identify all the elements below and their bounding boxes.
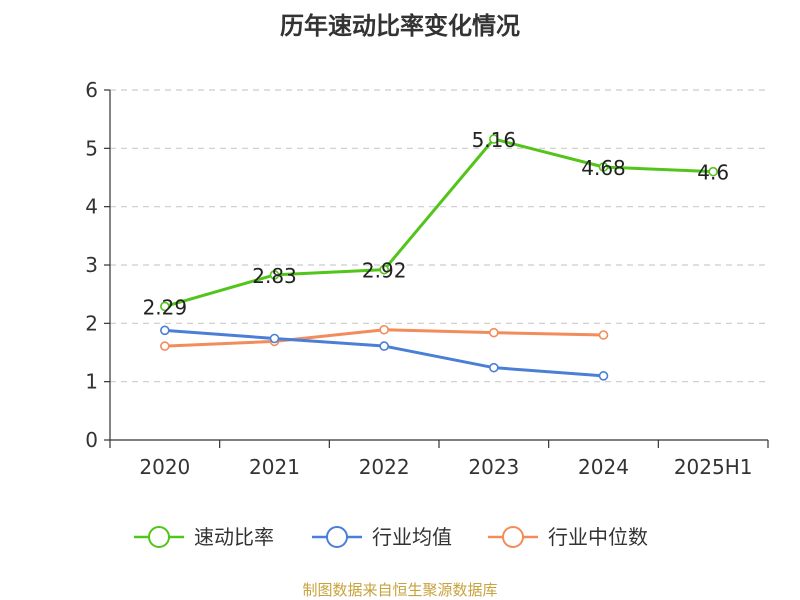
legend-label: 速动比率: [194, 525, 274, 549]
data-label: 4.68: [581, 156, 626, 180]
data-point: [489, 327, 499, 338]
data-point: [708, 166, 718, 177]
y-tick-label: 3: [85, 253, 98, 277]
x-tick-label: 2023: [468, 455, 519, 479]
series-line-1: [163, 328, 605, 378]
legend-item: 行业中位数: [488, 525, 648, 549]
data-label: 2.29: [143, 295, 188, 319]
legend-marker: [148, 526, 170, 548]
data-point: [269, 270, 280, 280]
grid-lines: [110, 89, 768, 383]
legend-label: 行业中位数: [548, 525, 648, 549]
data-point: [379, 264, 389, 275]
data-point: [160, 301, 170, 312]
legend-marker: [502, 526, 524, 548]
series-group: [160, 134, 718, 381]
data-point: [489, 134, 499, 144]
chart-title: 历年速动比率变化情况: [280, 12, 520, 40]
legend-item: 行业均值: [312, 525, 452, 549]
legend-label: 行业均值: [372, 525, 452, 549]
y-tick-label: 0: [85, 428, 98, 452]
y-tick-label: 1: [85, 370, 98, 394]
data-point: [489, 362, 499, 373]
data-point: [379, 324, 389, 335]
y-tick-label: 6: [85, 78, 98, 102]
x-tick-label: 2025H1: [674, 455, 753, 479]
y-axis-ticks: 0 1 2 3 4 5 6: [85, 78, 110, 452]
data-point: [379, 341, 389, 351]
data-label: 2.83: [252, 264, 297, 288]
data-point: [160, 325, 170, 336]
legend: 速动比率 行业均值 行业中位数: [134, 525, 648, 549]
x-tick-label: 2021: [249, 455, 300, 479]
data-point: [598, 371, 609, 381]
source-note: 制图数据来自恒生聚源数据库: [302, 581, 497, 599]
data-label: 2.92: [362, 259, 407, 283]
x-tick-label: 2020: [139, 455, 190, 479]
series-line-0: [163, 137, 715, 308]
legend-item: 速动比率: [134, 525, 274, 549]
data-point: [598, 330, 609, 340]
data-point: [160, 341, 170, 351]
y-tick-label: 5: [85, 136, 98, 160]
axes: [109, 90, 768, 441]
x-tick-label: 2022: [359, 455, 410, 479]
data-label: 4.6: [697, 161, 729, 185]
data-point: [598, 162, 609, 172]
data-point: [269, 333, 280, 344]
data-labels: 2.29 2.83 2.92 5.16 4.68 4.6: [143, 128, 730, 319]
data-label: 5.16: [472, 128, 517, 152]
x-tick-label: 2024: [578, 455, 629, 479]
legend-marker: [326, 526, 348, 548]
y-tick-label: 2: [85, 311, 98, 335]
y-tick-label: 4: [85, 195, 98, 219]
x-axis-ticks: 2020 2021 2022 2023 2024 2025H1: [109, 440, 769, 479]
